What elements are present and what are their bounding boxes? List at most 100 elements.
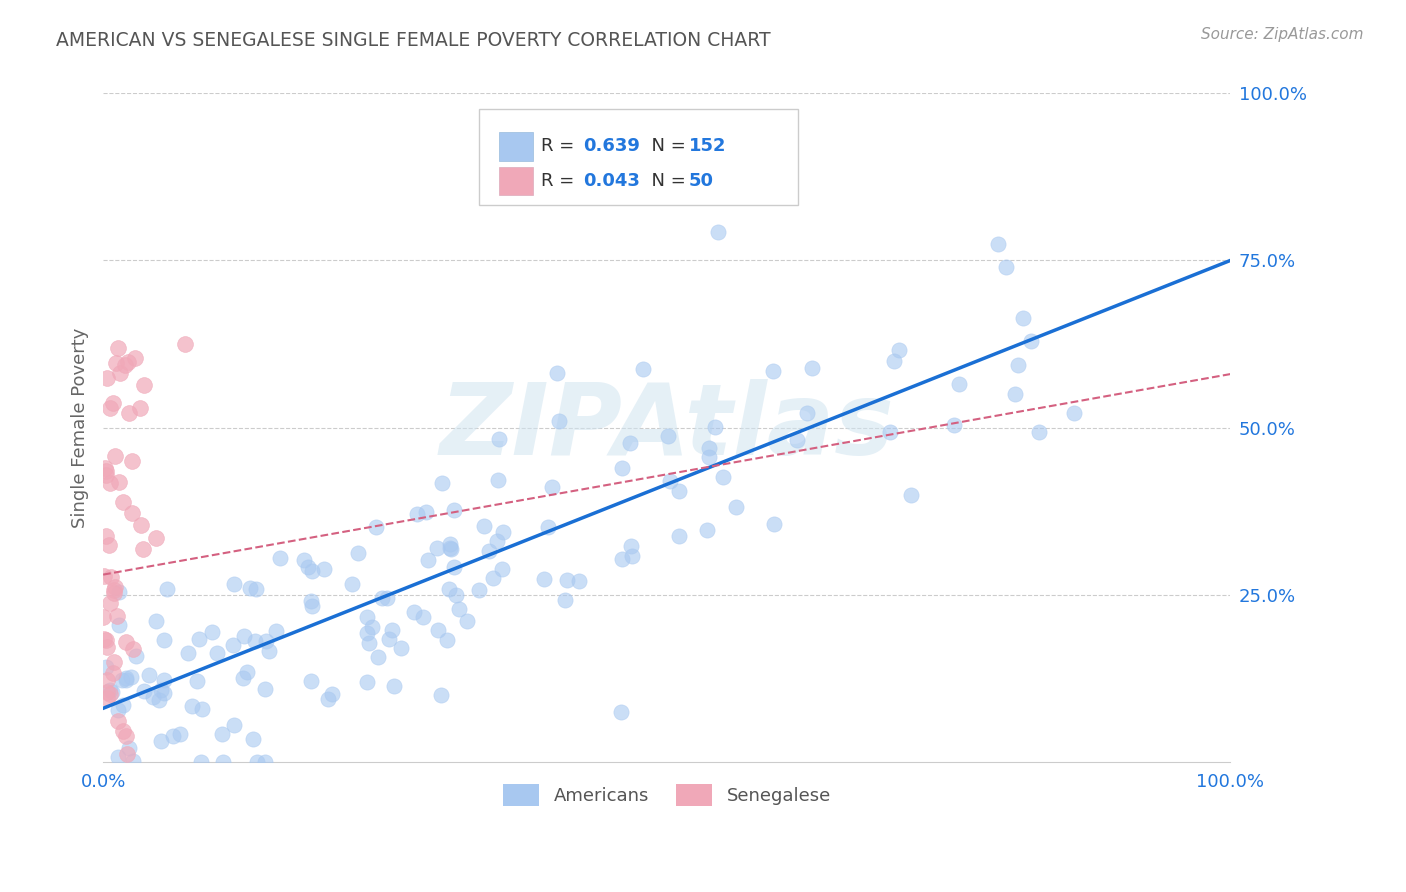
Point <box>177 646 200 660</box>
Text: 0.043: 0.043 <box>583 172 640 190</box>
Point <box>486 473 509 487</box>
Point <box>132 377 155 392</box>
Point <box>254 633 277 648</box>
Point <box>696 524 718 538</box>
Point <box>269 551 291 566</box>
Point <box>439 582 461 597</box>
Point <box>299 594 322 608</box>
Point <box>555 573 578 587</box>
Point <box>883 354 905 368</box>
Text: ZIPAtlas: ZIPAtlas <box>439 379 894 476</box>
Point <box>546 367 568 381</box>
Text: AMERICAN VS SENEGALESE SINGLE FEMALE POVERTY CORRELATION CHART: AMERICAN VS SENEGALESE SINGLE FEMALE POV… <box>56 31 770 50</box>
Legend: Americans, Senegalese: Americans, Senegalese <box>495 776 838 813</box>
Point <box>93 568 115 582</box>
Point <box>699 450 721 465</box>
Point <box>610 705 633 719</box>
Point <box>449 602 471 616</box>
Point <box>153 673 176 687</box>
Point <box>1028 425 1050 439</box>
Point <box>292 553 315 567</box>
Point <box>232 671 254 685</box>
Point <box>1007 358 1029 372</box>
Point <box>108 475 131 490</box>
Point <box>94 633 117 648</box>
Point <box>668 483 690 498</box>
Point <box>242 731 264 746</box>
Point <box>367 649 389 664</box>
Point <box>371 591 394 605</box>
Point <box>264 624 287 638</box>
Point <box>190 755 212 769</box>
Point <box>98 687 121 701</box>
Text: R =: R = <box>541 137 581 155</box>
Point <box>98 596 121 610</box>
Point <box>994 260 1017 274</box>
Point <box>318 691 340 706</box>
Point <box>439 541 461 555</box>
Point <box>1063 406 1085 420</box>
Point <box>297 560 319 574</box>
Point <box>412 610 434 624</box>
Point <box>104 356 127 370</box>
Point <box>405 507 427 521</box>
Point <box>443 560 465 574</box>
Point <box>245 582 267 597</box>
Point <box>96 371 118 385</box>
Point <box>404 606 426 620</box>
Point <box>93 632 115 646</box>
Point <box>380 623 402 637</box>
Point <box>111 673 134 688</box>
Point <box>987 236 1010 251</box>
Point <box>430 475 453 490</box>
Point <box>492 525 515 540</box>
Point <box>110 366 132 380</box>
Point <box>115 635 138 649</box>
Point <box>138 668 160 682</box>
Text: N =: N = <box>640 172 692 190</box>
Point <box>96 684 118 698</box>
Point <box>124 351 146 366</box>
Point <box>120 670 142 684</box>
Point <box>125 648 148 663</box>
Point <box>96 691 118 706</box>
Point <box>121 642 143 657</box>
Point <box>107 749 129 764</box>
Point <box>879 425 901 439</box>
Point <box>800 361 823 376</box>
Point <box>181 698 204 713</box>
Point <box>359 636 381 650</box>
Point <box>174 336 197 351</box>
Point <box>426 541 449 555</box>
Point <box>389 641 412 656</box>
Point <box>162 729 184 743</box>
Point <box>94 468 117 483</box>
Point <box>443 503 465 517</box>
Point <box>94 529 117 543</box>
Point <box>948 377 970 392</box>
Point <box>356 674 378 689</box>
Point <box>232 628 254 642</box>
Point <box>439 537 461 551</box>
Point <box>482 571 505 585</box>
Point <box>108 618 131 632</box>
Point <box>149 682 172 697</box>
Point <box>356 610 378 624</box>
Point <box>243 633 266 648</box>
Point <box>96 673 118 687</box>
Point <box>668 529 690 543</box>
Point <box>633 361 655 376</box>
Point <box>101 665 124 680</box>
Point <box>103 656 125 670</box>
Point <box>132 541 155 556</box>
Point <box>436 632 458 647</box>
Point <box>356 626 378 640</box>
Point <box>620 549 643 563</box>
Point <box>114 358 136 372</box>
Point <box>103 396 125 410</box>
Point <box>554 593 576 607</box>
Point <box>1012 310 1035 325</box>
Text: Source: ZipAtlas.com: Source: ZipAtlas.com <box>1201 27 1364 42</box>
Point <box>347 546 370 560</box>
Point <box>108 585 131 599</box>
